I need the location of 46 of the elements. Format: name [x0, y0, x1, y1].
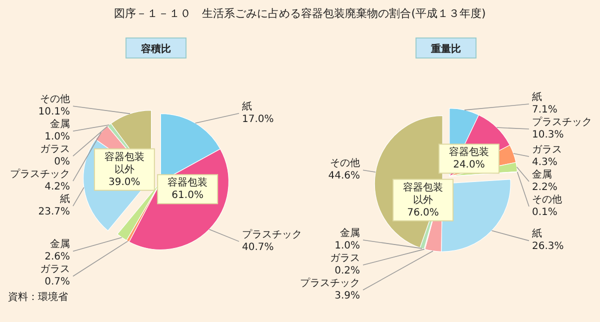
slice-label: 金属 [50, 238, 70, 250]
data-label: 26.3% [532, 241, 564, 252]
data-label: 0.7% [44, 276, 70, 288]
data-label: 4.2% [44, 182, 70, 193]
data-label: 44.6% [328, 170, 360, 182]
text: 容器包装以外 76.0% [403, 181, 444, 218]
text: 資料：環境省 [8, 291, 68, 303]
data-label: 2.2% [532, 182, 558, 193]
text: 容器包装 61.0% [168, 176, 208, 202]
text: 容器包装 24.0% [448, 146, 489, 171]
data-label: 7.1% [532, 104, 558, 116]
slice-label: 金属 [50, 118, 70, 130]
slice-label: その他 [40, 93, 70, 106]
data-label: 10.3% [532, 130, 564, 141]
slice-label: 紙 [242, 100, 252, 112]
data-label: 23.7% [38, 206, 70, 218]
slice-label: 紙 [60, 193, 70, 206]
category-label: ガラス [40, 144, 70, 156]
text: 容器包装以外 39.0% [104, 150, 144, 188]
chart-subtitle: 容積比 [140, 43, 171, 55]
chart-title: 図序－１－１０ 生活系ごみに占める容器包装廃棄物の割合(平成１３年度) [114, 7, 486, 20]
data-label: 10.1% [38, 106, 70, 118]
data-label: 40.7% [242, 242, 274, 253]
slice-label: ガラス [40, 264, 70, 276]
slice-label: 金属 [532, 168, 552, 180]
slice-label: プラスチック [10, 168, 70, 180]
data-label: 1.0% [44, 132, 70, 143]
slice-label: その他 [532, 193, 562, 206]
data-label: 2.6% [44, 252, 70, 263]
data-label: 4.3% [532, 156, 558, 168]
slice-label: プラスチック [300, 277, 360, 289]
slice-label: 紙 [532, 91, 542, 104]
chart-subtitle: 重量比 [430, 43, 461, 55]
slice-label: ガラス [330, 253, 360, 264]
slice-label: 紙 [532, 228, 542, 240]
slice-label: 金属 [340, 227, 360, 239]
data-label: 0.2% [334, 266, 360, 276]
data-label: 17.0% [242, 114, 274, 125]
data-label: 1.0% [334, 240, 360, 252]
data-label: 0.1% [532, 206, 558, 218]
slice-label: ガラス [532, 144, 562, 156]
text: 0% [54, 156, 70, 168]
slice-label: プラスチック [532, 116, 592, 128]
slice-label: プラスチック [242, 228, 302, 240]
data-label: 3.9% [334, 290, 360, 302]
slice-label: その他 [330, 157, 360, 170]
